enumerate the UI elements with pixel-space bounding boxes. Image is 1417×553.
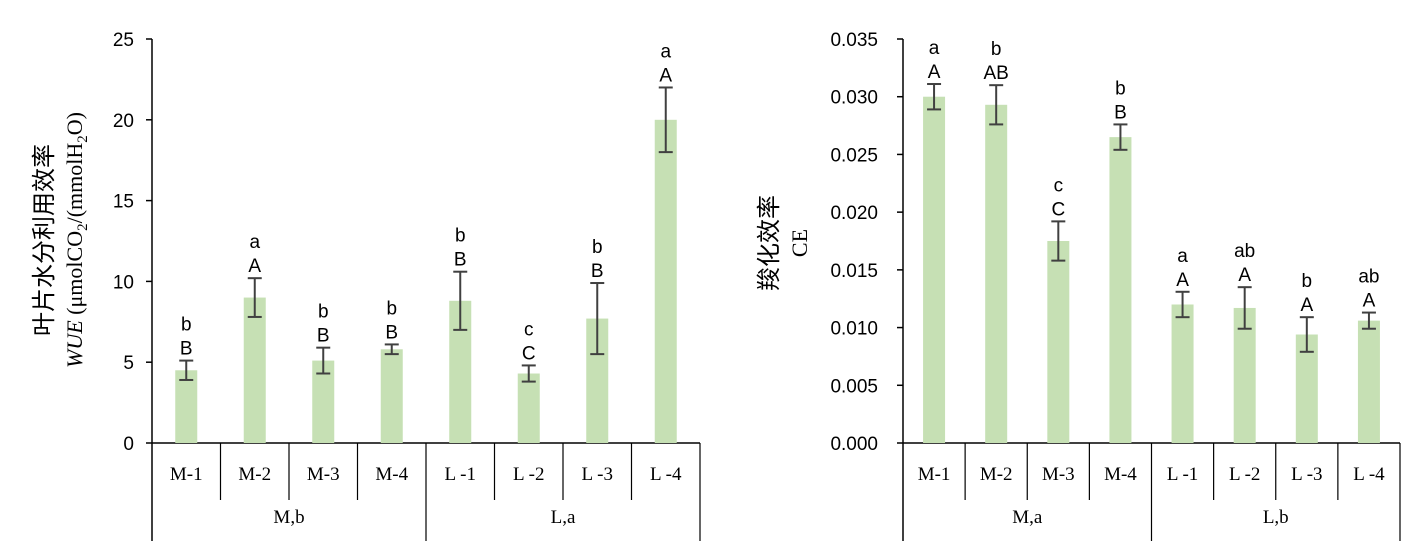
y-axis-label: 羧化效率 xyxy=(755,195,783,291)
sig-letter-upper: A xyxy=(659,65,672,86)
sig-letter-upper: C xyxy=(522,343,536,364)
bar-1 xyxy=(175,370,198,443)
bar-7 xyxy=(1295,334,1318,443)
x-category-label: L -4 xyxy=(1353,464,1385,485)
x-group-label: M,a xyxy=(1012,507,1043,528)
sig-letter-upper: A xyxy=(928,62,941,83)
sig-letter-lower: a xyxy=(249,232,260,253)
sig-letter-upper: A xyxy=(1300,295,1313,316)
x-category-label: L -2 xyxy=(513,464,544,485)
x-category-label: L -3 xyxy=(1291,464,1322,485)
y-axis-unit-part: 2 xyxy=(75,223,91,231)
x-group-label: L,b xyxy=(1263,507,1289,528)
x-category-label: M-2 xyxy=(238,464,271,485)
bar-8 xyxy=(1357,320,1380,443)
x-group-label: M,b xyxy=(273,507,304,528)
bar-7 xyxy=(586,318,609,443)
sig-letter-lower: b xyxy=(386,298,397,319)
bar-4 xyxy=(380,349,403,443)
chart-1: 0 5 10 15 20 25 Bb M-1 Aa M-2 Bb M-3 Bb M-4 Bb L -1 Cc L … xyxy=(30,30,701,541)
y-tick-label: 0.000 xyxy=(830,434,878,455)
sig-letter-upper: B xyxy=(591,261,604,282)
x-category-label: M-3 xyxy=(1042,464,1075,485)
x-category-label: M-2 xyxy=(980,464,1013,485)
x-category-label: M-4 xyxy=(1104,464,1137,485)
x-category-label: M-3 xyxy=(307,464,340,485)
bar-4 xyxy=(1109,137,1132,443)
y-tick-label: 0.005 xyxy=(830,376,878,397)
sig-letter-lower: b xyxy=(1115,78,1126,99)
sig-letter-upper: B xyxy=(454,250,467,271)
y-tick-label: 25 xyxy=(113,30,134,51)
x-category-label: L -1 xyxy=(1167,464,1198,485)
bar-6 xyxy=(1233,307,1256,443)
x-category-label: L -4 xyxy=(650,464,682,485)
sig-letter-lower: ab xyxy=(1234,241,1255,262)
bar-3 xyxy=(1047,241,1070,443)
sig-letter-upper: A xyxy=(1363,291,1376,312)
sig-letter-lower: b xyxy=(181,315,192,336)
sig-letter-lower: b xyxy=(1302,271,1313,292)
y-axis-unit-part: /(mmolH xyxy=(62,143,87,224)
y-axis-unit-part: (μmolCO xyxy=(62,231,87,320)
bar-1 xyxy=(923,96,946,443)
y-tick-label: 10 xyxy=(113,272,134,293)
y-axis-unit-part: O) xyxy=(62,112,87,135)
bar-5 xyxy=(1171,304,1194,443)
sig-letter-lower: b xyxy=(592,237,603,258)
sig-letter-lower: a xyxy=(1177,246,1188,267)
bar-6 xyxy=(517,373,540,443)
sig-letter-lower: c xyxy=(1054,175,1064,196)
sig-letter-upper: A xyxy=(1238,265,1251,286)
sig-letter-lower: c xyxy=(524,319,534,340)
x-group-label: L,a xyxy=(551,507,576,528)
sig-letter-lower: a xyxy=(929,38,940,59)
y-tick-label: 0.025 xyxy=(830,145,878,166)
bar-2 xyxy=(243,297,266,443)
chart-2: 0.000 0.005 0.010 0.015 0.020 0.025 0.030 0.035… xyxy=(755,30,1401,541)
y-axis-unit-label: CE xyxy=(787,229,812,257)
y-axis-unit-label: WUE (μmolCO2/(mmolH2O) xyxy=(62,112,91,368)
x-category-label: M-1 xyxy=(918,464,951,485)
sig-letter-upper: B xyxy=(385,322,398,343)
y-tick-label: 0 xyxy=(123,434,134,455)
y-tick-label: 0.035 xyxy=(830,30,878,51)
x-category-label: M-1 xyxy=(170,464,203,485)
y-tick-label: 5 xyxy=(123,353,134,374)
y-tick-label: 15 xyxy=(113,192,134,213)
x-category-label: M-4 xyxy=(375,464,408,485)
sig-letter-lower: a xyxy=(660,41,671,62)
bar-5 xyxy=(449,300,472,443)
y-axis-unit-part: 2 xyxy=(75,135,91,143)
sig-letter-upper: B xyxy=(317,326,330,347)
sig-letter-upper: C xyxy=(1051,199,1065,220)
y-axis-unit-part: WUE xyxy=(62,320,87,368)
y-tick-label: 0.010 xyxy=(830,319,878,340)
y-axis-label: 叶片水分利用效率 xyxy=(30,144,58,336)
bar-2 xyxy=(985,104,1008,444)
sig-letter-lower: ab xyxy=(1358,267,1379,288)
sig-letter-upper: B xyxy=(1114,102,1127,123)
sig-letter-upper: A xyxy=(248,256,261,277)
y-tick-label: 0.030 xyxy=(830,88,878,109)
sig-letter-upper: A xyxy=(1176,270,1189,291)
y-tick-label: 0.015 xyxy=(830,261,878,282)
x-category-label: L -3 xyxy=(582,464,613,485)
sig-letter-upper: AB xyxy=(984,63,1009,84)
x-category-label: L -2 xyxy=(1229,464,1260,485)
bar-3 xyxy=(312,360,335,443)
x-category-label: L -1 xyxy=(445,464,476,485)
sig-letter-lower: b xyxy=(455,226,466,247)
sig-letter-lower: b xyxy=(318,302,329,323)
sig-letter-lower: b xyxy=(991,39,1002,60)
y-tick-label: 0.020 xyxy=(830,203,878,224)
bar-8 xyxy=(654,119,677,444)
sig-letter-upper: B xyxy=(180,339,193,360)
y-tick-label: 20 xyxy=(113,111,134,132)
